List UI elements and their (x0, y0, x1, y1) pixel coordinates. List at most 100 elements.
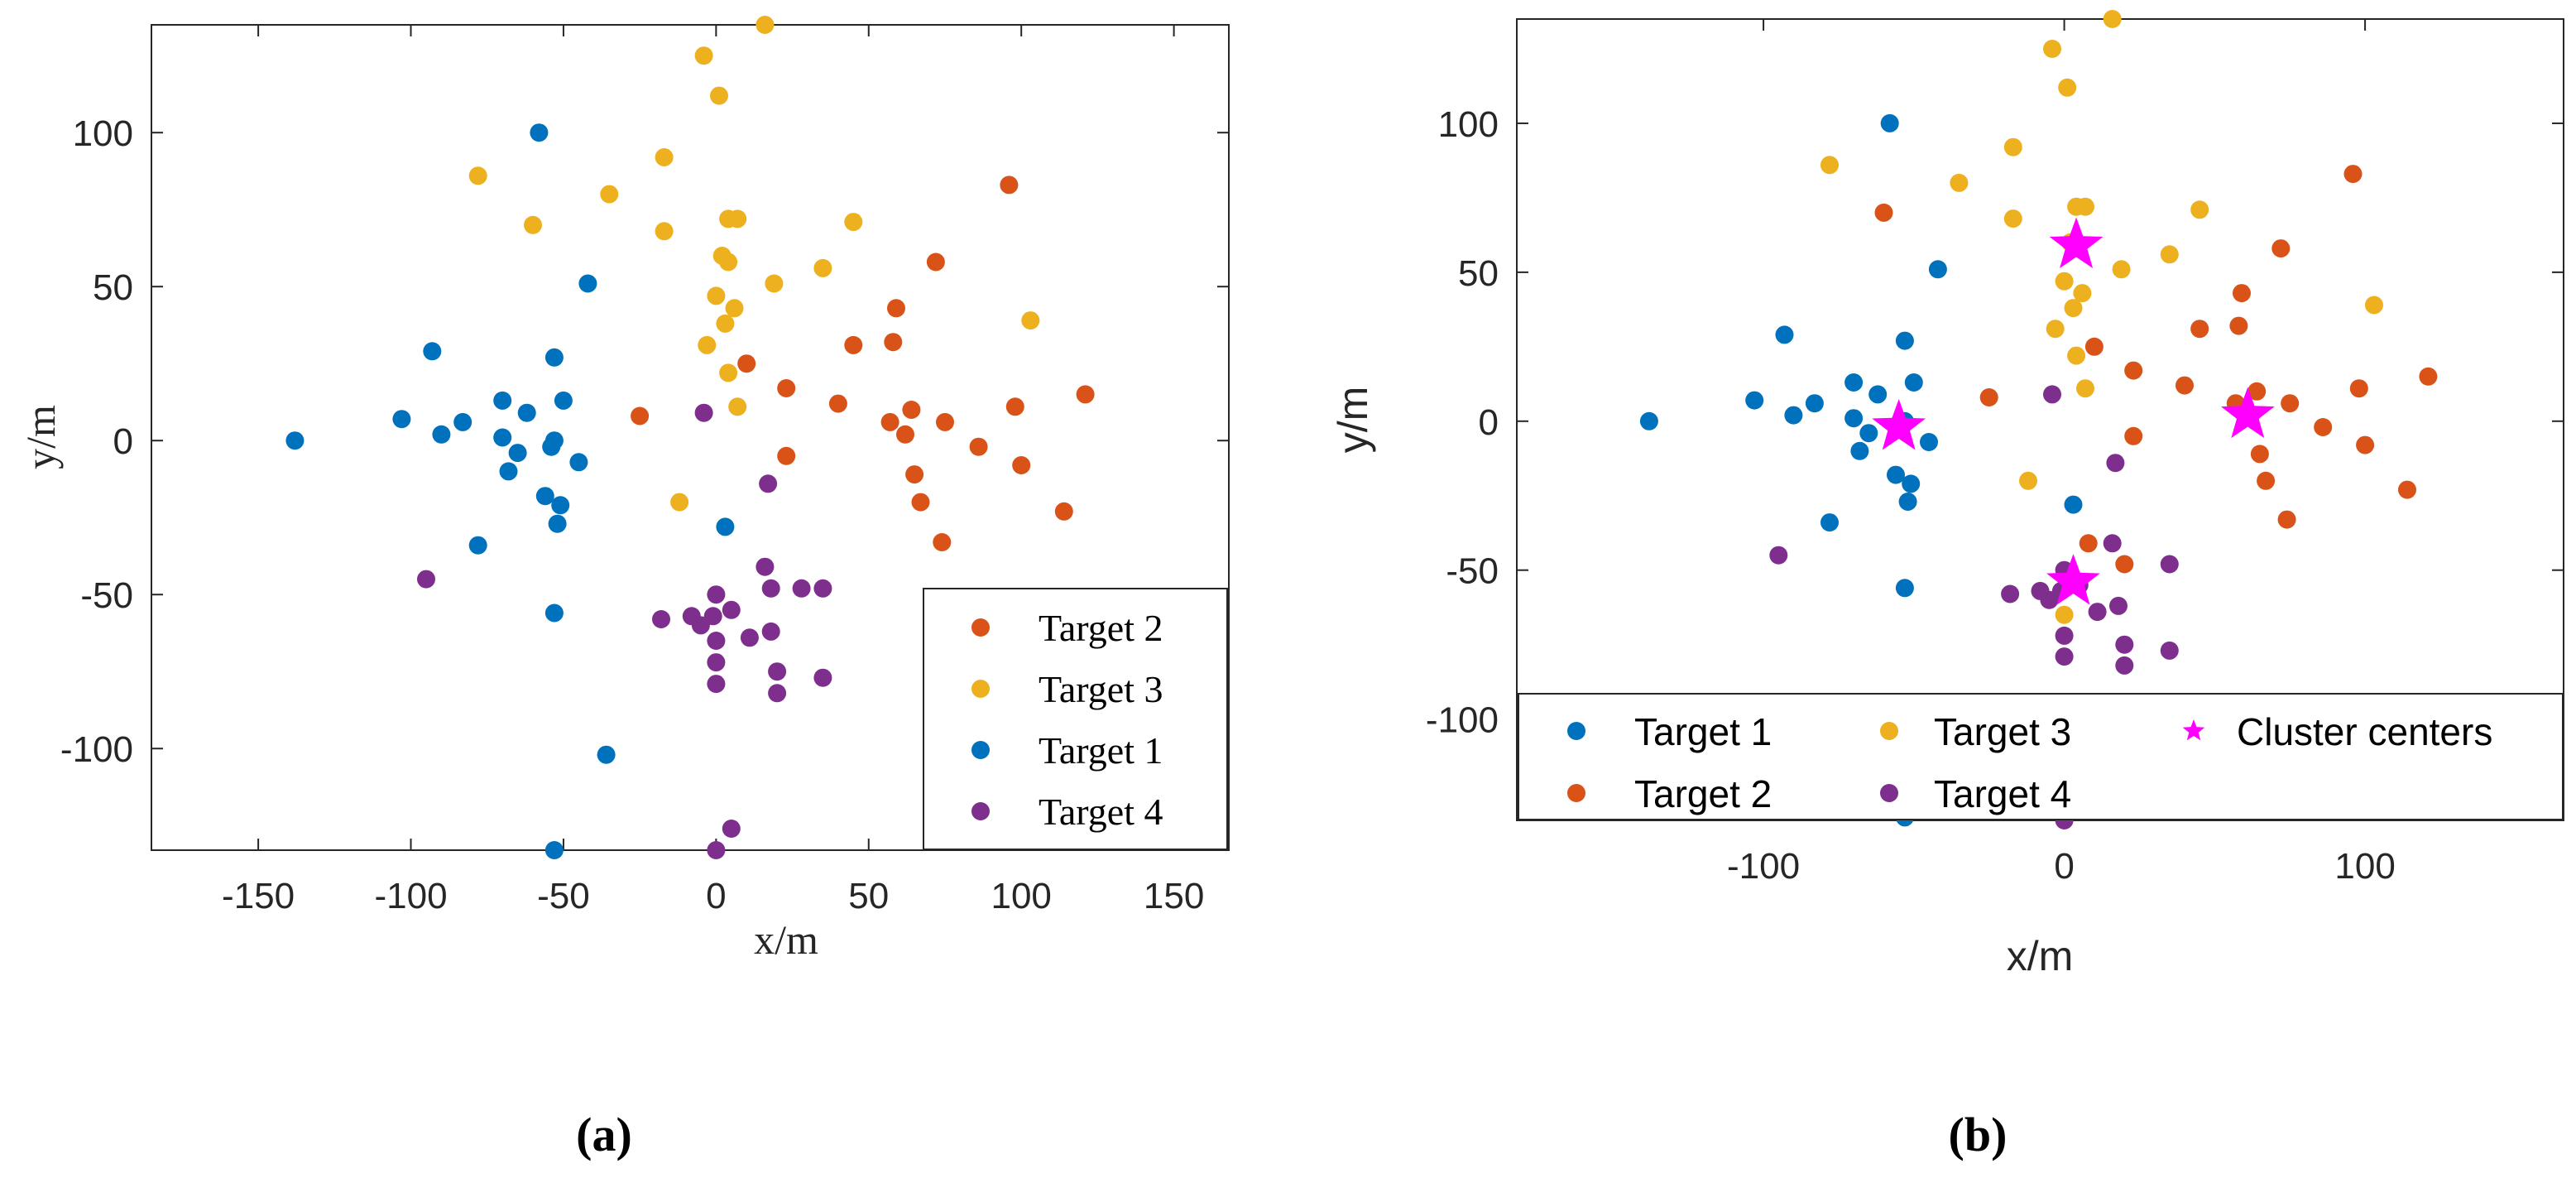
point-b-target2-22 (2419, 367, 2438, 386)
point-a-target2-8 (887, 299, 905, 318)
ytick-label-a-0: -100 (60, 729, 133, 770)
point-a-target2-14 (933, 533, 952, 551)
point-a-target3-22 (1021, 311, 1040, 330)
point-a-target1-1 (392, 410, 411, 429)
legend-b-marker-4 (1567, 784, 1585, 802)
point-b-target1-19 (1928, 260, 1947, 279)
point-a-target3-4 (655, 148, 674, 166)
point-b-target2-15 (2277, 510, 2296, 529)
point-a-target1-13 (544, 431, 564, 450)
point-a-target4-13 (756, 557, 775, 576)
point-a-target4-15 (761, 579, 780, 598)
point-b-target2-4 (2124, 426, 2143, 445)
point-b-target4-0 (1769, 546, 1788, 565)
legend-a-label-1: Target 2 (1039, 607, 1163, 649)
point-b-target1-5 (1844, 373, 1864, 392)
point-b-target1-1 (1745, 391, 1764, 410)
point-a-target3-9 (710, 86, 728, 105)
point-b-target1-16 (1902, 474, 1921, 493)
point-a-target2-10 (902, 401, 921, 419)
point-b-target1-4 (1805, 394, 1824, 413)
point-a-target2-4 (828, 394, 847, 413)
point-a-target3-3 (655, 222, 674, 241)
point-a-target1-8 (508, 444, 527, 463)
point-a-target2-17 (1000, 175, 1019, 195)
point-a-target2-15 (936, 412, 954, 431)
point-a-target3-18 (756, 16, 775, 34)
point-b-target3-13 (2073, 284, 2092, 303)
point-a-target3-11 (716, 314, 735, 333)
point-a-target4-5 (703, 607, 722, 626)
point-a-target4-21 (813, 668, 832, 687)
point-a-target1-7 (499, 462, 518, 481)
point-a-target1-21 (544, 603, 564, 623)
point-a-target4-19 (792, 579, 811, 598)
legend-b-label-1: Target 1 (1634, 710, 1772, 753)
cluster-center-0 (2049, 217, 2103, 268)
point-a-target3-8 (707, 286, 726, 305)
point-b-target1-3 (1784, 406, 1803, 425)
point-a-target4-9 (707, 585, 726, 604)
point-a-target4-1 (652, 610, 670, 628)
point-a-target1-3 (432, 425, 451, 444)
point-b-target3-10 (2064, 299, 2083, 318)
legend-b-label-5: Target 4 (1934, 772, 2071, 815)
cluster-center-3 (2046, 554, 2100, 605)
point-a-target2-18 (1005, 397, 1024, 416)
point-a-target4-4 (694, 403, 713, 422)
ytick-label-a-3: 50 (93, 267, 133, 308)
point-b-target3-15 (2076, 379, 2094, 398)
point-b-target1-18 (1920, 433, 1938, 451)
point-b-target2-6 (2190, 320, 2209, 339)
point-a-target3-0 (468, 166, 487, 185)
xtick-label-a-2: -50 (537, 876, 590, 916)
point-b-target3-7 (2055, 272, 2074, 291)
point-b-target1-8 (1859, 424, 1878, 443)
ytick-label-a-1: -50 (80, 575, 133, 616)
panel-a-legend: Target 2 Target 3 Target 1 Target 4 (923, 588, 1228, 850)
legend-a-label-2: Target 3 (1039, 668, 1163, 710)
point-a-target3-1 (524, 215, 542, 234)
xtick-label-a-1: -100 (374, 876, 447, 916)
point-a-target2-6 (880, 412, 899, 431)
xtick-label-a-4: 50 (848, 876, 889, 916)
point-a-target4-0 (417, 570, 435, 589)
point-a-target2-16 (969, 437, 988, 456)
point-b-target2-5 (2175, 376, 2194, 395)
point-a-target3-14 (725, 299, 744, 318)
panel-b-legend: Target 1 Target 3 Cluster centers Target… (1518, 693, 2564, 820)
point-b-target1-10 (1880, 113, 1899, 132)
point-b-target1-9 (1868, 385, 1888, 404)
point-a-target4-18 (768, 684, 787, 703)
point-b-target4-11 (2103, 534, 2122, 553)
point-a-target3-13 (719, 252, 738, 272)
point-a-target2-3 (777, 446, 796, 465)
ytick-label-b-3: 50 (1458, 253, 1499, 294)
xtick-label-b-1: 0 (2054, 846, 2074, 887)
point-a-target3-16 (728, 397, 747, 416)
legend-a-marker-1 (971, 618, 990, 637)
point-a-target1-2 (423, 342, 442, 361)
point-a-target2-1 (737, 354, 756, 373)
point-b-target2-17 (2314, 418, 2333, 436)
point-b-target2-2 (2084, 337, 2103, 356)
point-a-target3-6 (694, 46, 713, 65)
legend-b-label-3: Cluster centers (2237, 710, 2492, 753)
point-a-target4-22 (707, 841, 726, 859)
point-b-target1-17 (1904, 373, 1923, 392)
point-b-target2-0 (1874, 203, 1893, 222)
point-a-target2-12 (911, 493, 930, 512)
point-a-target1-10 (530, 123, 549, 142)
point-b-target3-3 (2003, 137, 2022, 156)
point-a-target4-8 (707, 675, 726, 694)
point-a-target4-11 (722, 820, 741, 838)
point-b-target2-21 (2398, 480, 2416, 499)
point-a-target3-15 (728, 209, 747, 228)
point-b-target4-13 (2109, 596, 2127, 615)
panel-a-ylabel: y/m (17, 405, 64, 469)
point-b-target1-11 (1887, 465, 1905, 484)
point-b-target3-22 (2055, 605, 2074, 624)
xtick-label-a-5: 100 (991, 876, 1051, 916)
point-a-target1-23 (468, 536, 487, 555)
